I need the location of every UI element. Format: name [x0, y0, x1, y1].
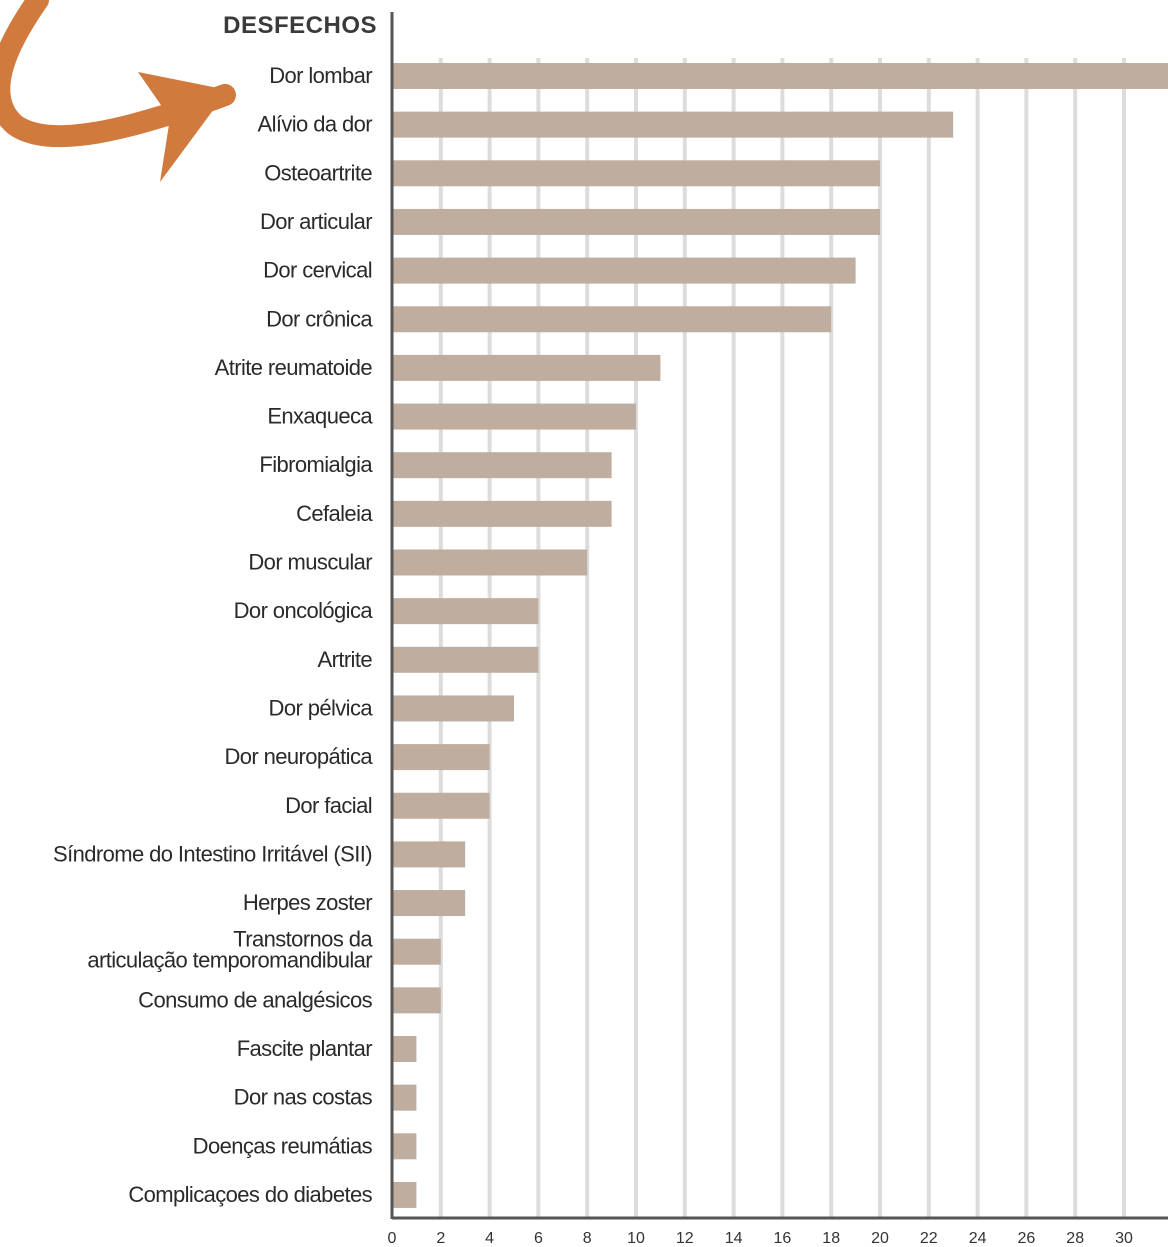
grid-lines: [438, 58, 1126, 1217]
x-tick-label: 0: [388, 1230, 397, 1247]
bar: [392, 452, 612, 479]
y-axis-title: DESFECHOS: [223, 12, 377, 39]
x-tick-label: 28: [1066, 1230, 1084, 1247]
bar: [392, 354, 661, 381]
category-label: Complicaçoes do diabetes: [128, 1182, 372, 1207]
bar: [392, 500, 612, 527]
category-label: Cefaleia: [296, 501, 373, 526]
bar: [392, 257, 856, 284]
bar: [392, 744, 490, 771]
category-label: Doenças reumátias: [193, 1133, 373, 1158]
x-tick-label: 24: [969, 1230, 987, 1247]
category-label: Osteoartrite: [264, 160, 372, 185]
x-tick-label: 18: [822, 1230, 840, 1247]
bar: [392, 160, 880, 187]
x-tick-label: 6: [534, 1230, 543, 1247]
category-label: Dor neuropática: [224, 744, 373, 769]
category-label: Fascite plantar: [237, 1036, 373, 1061]
category-label: Enxaqueca: [267, 404, 373, 429]
category-label: Fibromialgia: [259, 452, 373, 477]
x-tick-label: 12: [676, 1230, 694, 1247]
x-tick-label: 8: [583, 1230, 592, 1247]
bar: [392, 646, 539, 673]
x-tick-label: 20: [871, 1230, 889, 1247]
bar: [392, 890, 466, 917]
bar: [392, 695, 514, 722]
category-label: Herpes zoster: [243, 890, 372, 915]
x-tick-label: 10: [627, 1230, 645, 1247]
category-label: Dor crônica: [266, 306, 373, 331]
bar: [392, 1133, 417, 1160]
bar: [392, 598, 539, 625]
category-label: Dor facial: [285, 793, 372, 818]
x-tick-label: 4: [485, 1230, 494, 1247]
bar: [392, 306, 832, 333]
bar: [392, 549, 588, 576]
category-label: Consumo de analgésicos: [138, 987, 372, 1012]
x-axis-ticks: 0 2 4 6 8 10 12 14 16 18 20 22 24 26 28 30: [388, 1230, 1133, 1247]
category-label: Síndrome do Intestino Irritável (SII): [53, 841, 372, 866]
category-label: Atrite reumatoide: [215, 355, 373, 380]
x-tick-label: 2: [436, 1230, 445, 1247]
category-label: Dor pélvica: [269, 695, 374, 720]
bar: [392, 208, 880, 235]
arrow-icon: [0, 0, 236, 182]
category-label: Dor lombar: [269, 63, 372, 88]
bar: [392, 403, 636, 430]
category-label: Dor cervical: [263, 258, 372, 283]
category-label: Dor oncológica: [234, 598, 374, 623]
bars: [392, 63, 1168, 1208]
bar: [392, 792, 490, 819]
x-tick-label: 22: [920, 1230, 938, 1247]
x-tick-label: 16: [774, 1230, 792, 1247]
category-labels: Dor lombar Alívio da dor Osteoartrite Dor a…: [53, 63, 374, 1207]
bar: [392, 1084, 417, 1111]
bar: [392, 111, 954, 138]
bar: [392, 1036, 417, 1062]
category-label: Artrite: [318, 647, 373, 672]
x-tick-label: 30: [1115, 1230, 1133, 1247]
bar: [392, 63, 1168, 89]
x-tick-label: 14: [725, 1230, 743, 1247]
x-tick-label: 26: [1018, 1230, 1036, 1247]
bar: [392, 1181, 417, 1208]
category-label: Dor articular: [260, 209, 372, 234]
category-label: Transtornos da articulação temporomandibu…: [87, 927, 373, 973]
bar: [392, 938, 441, 965]
category-label: Alívio da dor: [258, 112, 373, 137]
category-label: Dor nas costas: [234, 1085, 373, 1110]
category-label: Dor muscular: [248, 550, 372, 575]
bar: [392, 841, 466, 868]
bar: [392, 987, 441, 1014]
